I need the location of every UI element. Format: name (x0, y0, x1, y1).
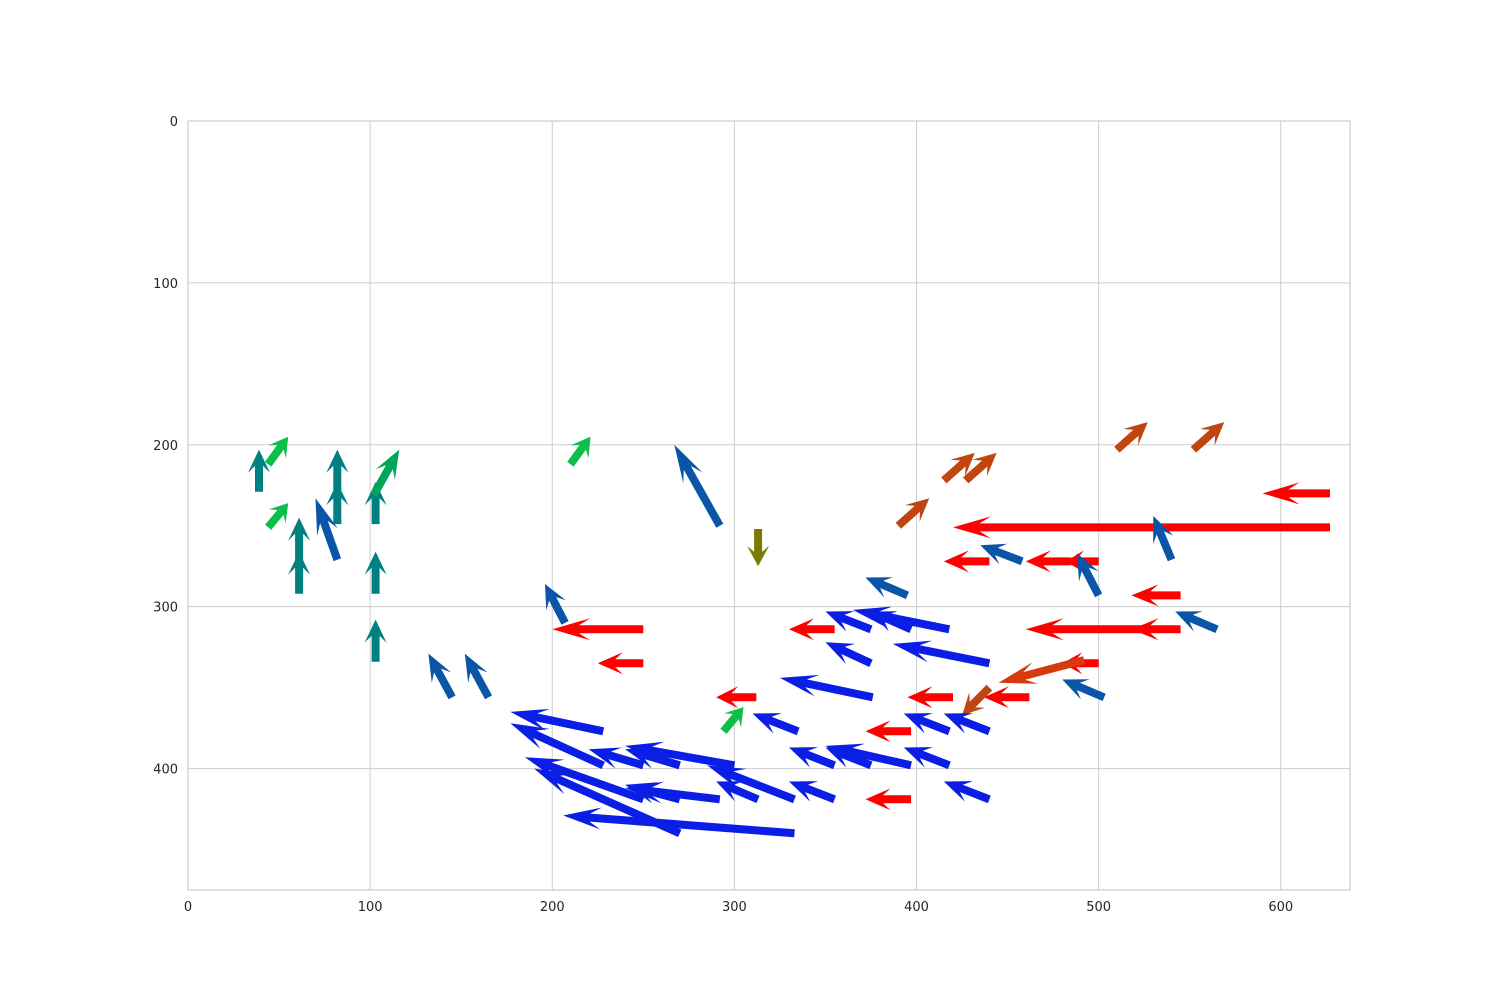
x-tick-label: 400 (904, 900, 929, 915)
quiver-arrow (983, 686, 1030, 709)
quiver-arrow (588, 747, 645, 770)
quiver-arrow (524, 757, 645, 804)
arrow-field (248, 422, 1330, 838)
quiver-arrow (943, 550, 990, 573)
x-axis: 0 100 200 300 400 500 600 (184, 900, 1293, 915)
quiver-arrow (1025, 618, 1145, 641)
quiver-arrow (567, 436, 591, 467)
y-tick-label: 300 (153, 601, 178, 616)
quiver-arrow (597, 652, 644, 675)
quiver-arrow (1131, 618, 1181, 641)
quiver-arrow (825, 611, 873, 634)
y-tick-label: 400 (153, 763, 178, 778)
quiver-arrow (1262, 482, 1330, 505)
quiver-arrow (963, 452, 997, 484)
quiver-arrow (326, 482, 349, 525)
quiver-arrow (1175, 611, 1219, 633)
quiver-arrow (903, 713, 951, 736)
x-tick-label: 300 (722, 900, 747, 915)
quiver-arrow (364, 619, 387, 662)
quiver-arrow (264, 436, 289, 467)
quiver-arrow (752, 713, 800, 736)
quiver-arrow (364, 482, 387, 525)
quiver-arrow (716, 781, 760, 803)
y-axis: 0 100 200 300 400 (153, 115, 178, 778)
quiver-arrow (1190, 422, 1225, 453)
quiver-arrow (315, 498, 342, 562)
quiver-arrow (545, 584, 569, 625)
quiver-arrow (943, 781, 991, 804)
x-tick-label: 200 (540, 900, 565, 915)
quiver-arrow (943, 713, 991, 736)
quiver-arrow (720, 707, 744, 734)
quiver-arrow (510, 723, 605, 769)
quiver-arrow (1114, 422, 1148, 453)
quiver-arrow (953, 516, 1330, 539)
quiver-arrow (625, 782, 681, 804)
quiver-arrow (825, 642, 873, 667)
quiver-arrow (326, 449, 349, 492)
quiver-arrow (364, 551, 387, 594)
quiver-arrow (865, 577, 909, 599)
quiver-arrow (625, 741, 736, 770)
quiver-arrow (980, 543, 1024, 566)
quiver-arrow (265, 503, 289, 530)
quiver-arrow (716, 686, 757, 709)
quiver-arrow (510, 708, 605, 736)
quiver-arrow (248, 449, 270, 492)
y-tick-label: 0 (170, 115, 178, 130)
quiver-arrow (1131, 584, 1181, 607)
plot-frame (187, 120, 1351, 891)
quiver-arrow (789, 618, 835, 641)
x-tick-label: 100 (358, 900, 383, 915)
quiver-arrow (288, 517, 311, 560)
quiver-arrow (370, 449, 400, 497)
quiver-arrow (552, 618, 644, 641)
quiver-arrow (1076, 553, 1103, 598)
quiver-arrow (941, 452, 975, 484)
x-tick-label: 0 (184, 900, 192, 915)
x-tick-label: 500 (1086, 900, 1111, 915)
quiver-arrow (892, 640, 991, 668)
quiver-arrow (865, 720, 912, 743)
quiver-arrow (288, 551, 311, 594)
quiver-arrow (789, 747, 836, 770)
quiver-arrow (747, 529, 770, 567)
quiver-arrow (998, 656, 1086, 684)
quiver-arrow (779, 674, 874, 702)
quiver-arrow (563, 807, 795, 838)
quiver-arrow (1025, 550, 1072, 573)
quiver-arrow (789, 781, 836, 804)
quiver-arrow (907, 686, 953, 709)
quiver-arrow (707, 765, 796, 804)
quiver-arrow (852, 606, 951, 634)
quiver-arrow (895, 498, 930, 529)
quiver-arrow (674, 444, 724, 528)
quiver-arrow (1153, 516, 1176, 562)
y-tick-label: 100 (153, 277, 178, 292)
x-tick-label: 600 (1268, 900, 1293, 915)
y-tick-label: 200 (153, 439, 178, 454)
quiver-arrow (825, 743, 912, 770)
quiver-arrow (464, 653, 492, 700)
quiver-arrow (1062, 679, 1106, 701)
quiver-arrow (428, 653, 456, 700)
quiver-arrow (962, 684, 993, 716)
quiver-arrow (903, 747, 951, 770)
quiver-arrow (865, 788, 912, 811)
